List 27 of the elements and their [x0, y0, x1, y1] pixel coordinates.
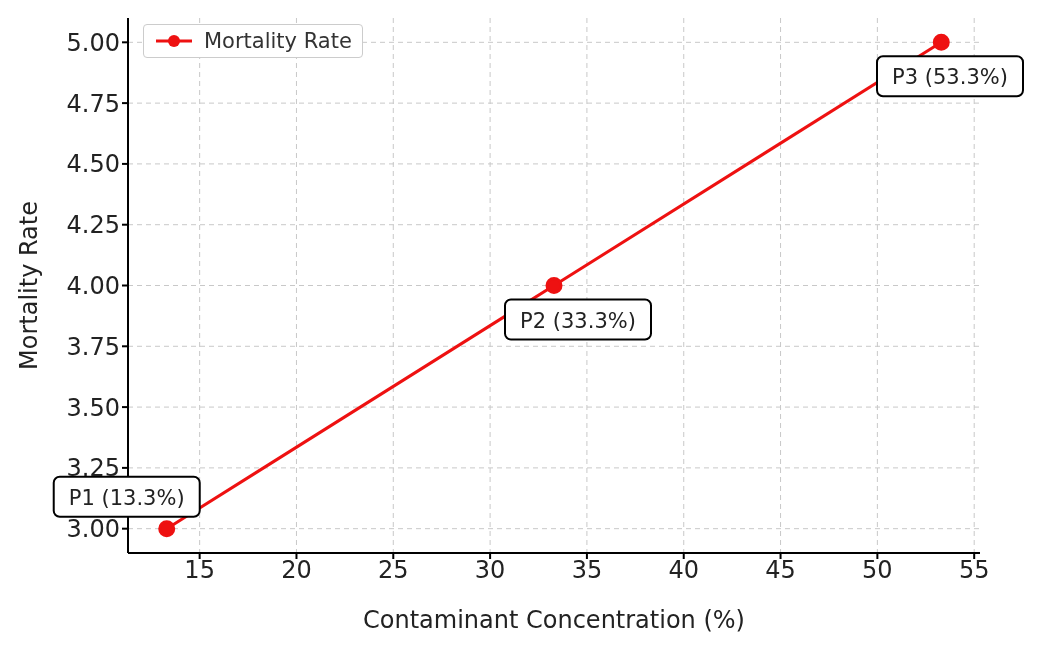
- y-tick-label: 3.50: [66, 393, 120, 422]
- annotation: P3 (53.3%): [892, 65, 1008, 90]
- x-axis-title: Contaminant Concentration (%): [363, 606, 745, 634]
- y-tick-label: 4.00: [66, 272, 120, 301]
- x-tick-label: 45: [765, 556, 796, 585]
- x-tick-label: 55: [958, 556, 990, 585]
- point: [158, 520, 176, 538]
- x-tick-label: 35: [571, 556, 603, 585]
- x-tick-label: 40: [668, 556, 700, 585]
- y-tick-label: 4.75: [66, 89, 120, 118]
- annotation: P1 (13.3%): [68, 485, 185, 510]
- point: [545, 277, 563, 294]
- y-tick-label: 3.75: [66, 332, 120, 361]
- y-tick-label: 3.00: [66, 515, 120, 544]
- y-axis-title: Mortality Rate: [14, 201, 43, 370]
- y-tick-label: 3.25: [66, 454, 120, 483]
- annotation: P2 (33.3%): [520, 308, 636, 333]
- x-tick-label: 30: [474, 556, 506, 585]
- y-tick-label: 5.00: [66, 28, 120, 57]
- x-tick-label: 15: [184, 556, 215, 585]
- x-tick-label: 50: [862, 556, 893, 585]
- point: [932, 33, 950, 51]
- x-tick-label: 25: [378, 556, 409, 585]
- x-tick-label: 20: [281, 556, 312, 585]
- y-tick-label: 4.25: [66, 211, 120, 240]
- legend-label: Mortality Rate: [204, 29, 352, 53]
- y-tick-label: 4.50: [66, 150, 120, 179]
